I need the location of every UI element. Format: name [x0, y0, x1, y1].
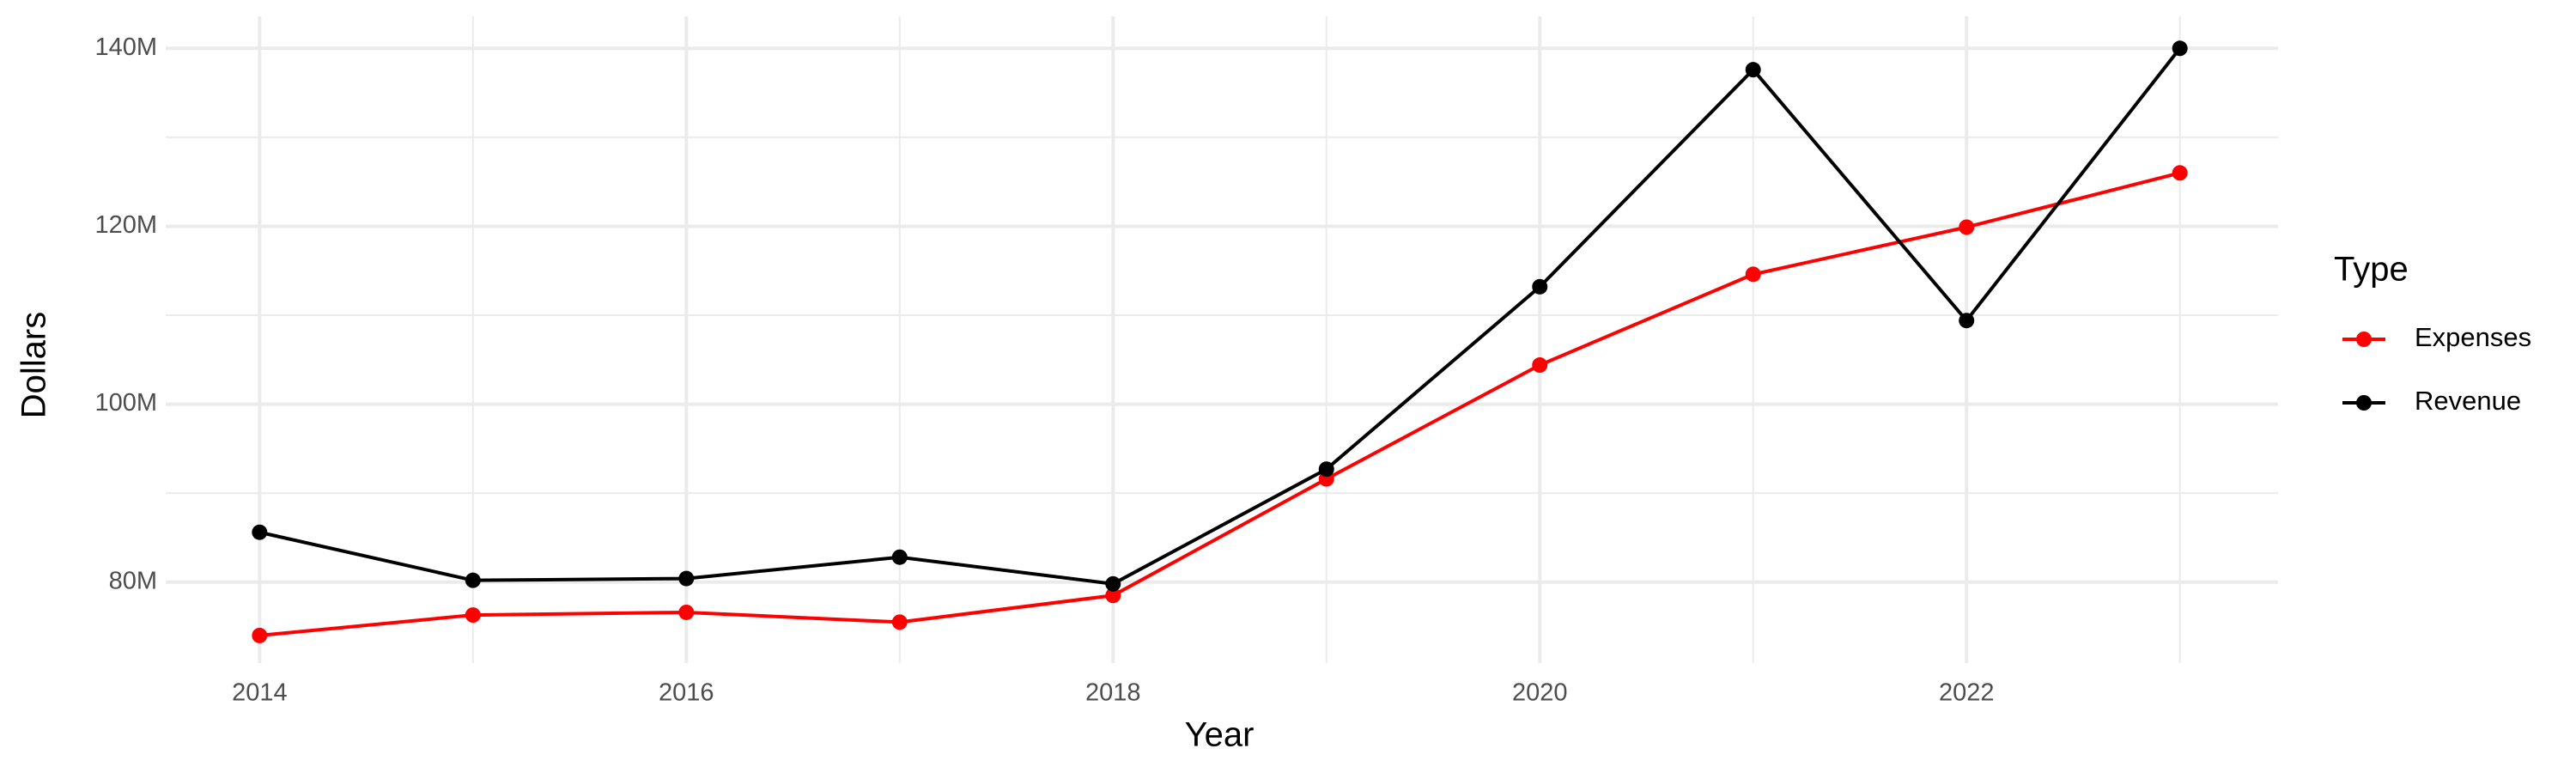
x-tick-label: 2018 [1085, 679, 1141, 707]
data-point [1318, 461, 1334, 478]
x-tick-label: 2022 [1939, 679, 1995, 707]
legend-label: Expenses [2415, 322, 2531, 352]
data-point [1959, 219, 1975, 235]
data-point [252, 627, 268, 643]
x-tick-label: 2016 [659, 679, 714, 707]
data-point [891, 614, 908, 630]
y-tick-label: 100M [94, 389, 157, 417]
legend-key-point [2356, 332, 2372, 347]
series-line [258, 47, 2182, 586]
data-point [678, 604, 695, 620]
y-tick-label: 140M [94, 33, 157, 61]
y-tick-label: 80M [109, 567, 157, 594]
data-point [2172, 165, 2188, 181]
legend-label: Revenue [2415, 386, 2521, 416]
series-line [259, 171, 2181, 637]
data-point [678, 570, 695, 587]
data-point [1105, 587, 1121, 604]
data-point [1532, 357, 1548, 374]
data-point [1745, 266, 1761, 283]
data-point [1105, 575, 1121, 592]
legend-key-point [2356, 395, 2372, 411]
data-point [465, 607, 481, 624]
data-point [252, 524, 268, 540]
data-point [1532, 278, 1548, 295]
x-axis-title: Year [1185, 716, 1255, 754]
x-tick-label: 2020 [1512, 679, 1568, 707]
y-axis-title: Dollars [15, 312, 53, 418]
data-point [2172, 40, 2188, 57]
data-point [1959, 313, 1975, 329]
x-tick-label: 2014 [232, 679, 288, 707]
data-point [1745, 62, 1761, 78]
data-point [465, 572, 481, 588]
y-tick-label: 120M [94, 211, 157, 239]
legend-title: Type [2334, 251, 2409, 289]
data-point [891, 549, 908, 565]
